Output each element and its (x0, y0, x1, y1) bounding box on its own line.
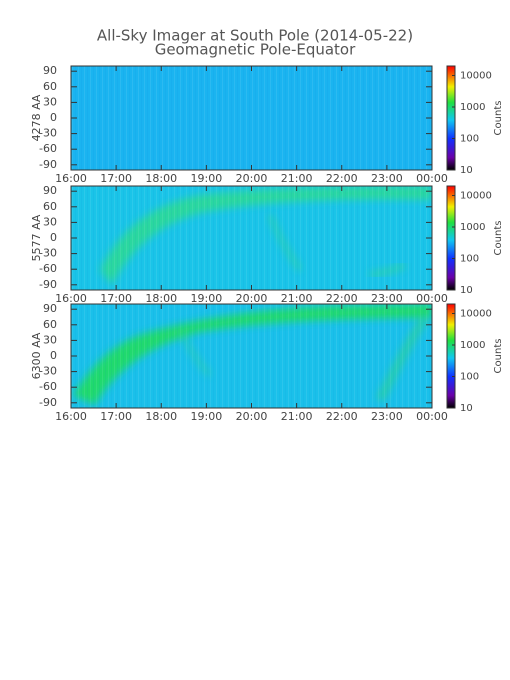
colorbar-tick-label: 10 (460, 285, 473, 296)
colorbar-label: Counts (493, 101, 504, 136)
colorbar-tick-label: 10000 (460, 70, 492, 81)
y-tick-label: -90 (39, 158, 57, 171)
y-tick-label: -60 (39, 262, 57, 275)
x-tick-label: 19:00 (191, 292, 223, 305)
colorbar-tick-label: 1000 (460, 102, 485, 113)
title: All-Sky Imager at South Pole (2014-05-22… (97, 27, 413, 45)
x-tick-label: 21:00 (281, 410, 313, 423)
y-tick-label: 90 (43, 184, 57, 197)
y-tick-label: 30 (43, 333, 57, 346)
x-tick-label: 22:00 (326, 172, 358, 185)
y-tick-label: 60 (43, 80, 57, 93)
x-tick-label: 17:00 (100, 410, 132, 423)
colorbar-tick-label: 10 (460, 165, 473, 176)
colorbar-label: Counts (493, 339, 504, 374)
x-tick-label: 20:00 (236, 410, 268, 423)
x-tick-label: 00:00 (416, 172, 448, 185)
x-tick-label: 19:00 (191, 410, 223, 423)
y-tick-label: 60 (43, 318, 57, 331)
colorbar-tick-label: 1000 (460, 340, 485, 351)
colorbar-tick-label: 1000 (460, 222, 485, 233)
colorbar-tick-label: 100 (460, 371, 479, 382)
x-tick-label: 16:00 (55, 292, 87, 305)
colorbar (446, 65, 456, 171)
y-tick-label: 60 (43, 200, 57, 213)
y-tick-label: 0 (50, 231, 57, 244)
x-tick-label: 23:00 (371, 292, 403, 305)
y-tick-label: -30 (39, 247, 57, 260)
x-tick-label: 16:00 (55, 410, 87, 423)
y-tick-label: 90 (43, 64, 57, 77)
colorbar (446, 185, 456, 291)
x-tick-label: 17:00 (100, 172, 132, 185)
x-tick-label: 22:00 (326, 410, 358, 423)
x-tick-label: 00:00 (416, 292, 448, 305)
x-tick-label: 16:00 (55, 172, 87, 185)
x-tick-label: 19:00 (191, 172, 223, 185)
colorbar (446, 303, 456, 409)
y-axis-label: 4278 AA (30, 94, 43, 141)
x-tick-label: 18:00 (145, 292, 177, 305)
y-tick-label: -90 (39, 396, 57, 409)
x-tick-label: 21:00 (281, 172, 313, 185)
subtitle: Geomagnetic Pole-Equator (155, 41, 356, 59)
x-tick-label: 17:00 (100, 292, 132, 305)
x-tick-label: 18:00 (145, 172, 177, 185)
x-tick-label: 23:00 (371, 172, 403, 185)
colorbar-tick-label: 10000 (460, 308, 492, 319)
x-tick-label: 00:00 (416, 410, 448, 423)
x-tick-label: 21:00 (281, 292, 313, 305)
y-tick-label: -30 (39, 127, 57, 140)
y-tick-label: -60 (39, 380, 57, 393)
y-tick-label: 90 (43, 302, 57, 315)
x-tick-label: 23:00 (371, 410, 403, 423)
colorbar-tick-label: 10000 (460, 190, 492, 201)
colorbar-tick-label: 100 (460, 253, 479, 264)
y-axis-label: 6300 AA (30, 332, 43, 379)
colorbar-tick-label: 100 (460, 133, 479, 144)
x-tick-label: 18:00 (145, 410, 177, 423)
x-tick-label: 20:00 (236, 172, 268, 185)
y-tick-label: 0 (50, 349, 57, 362)
x-tick-label: 22:00 (326, 292, 358, 305)
y-axis-label: 5577 AA (30, 214, 43, 261)
colorbar-label: Counts (493, 221, 504, 256)
y-tick-label: -30 (39, 365, 57, 378)
y-tick-label: 0 (50, 111, 57, 124)
y-tick-label: 30 (43, 215, 57, 228)
keogram-image (71, 66, 432, 408)
y-tick-label: 30 (43, 95, 57, 108)
y-tick-label: -90 (39, 278, 57, 291)
colorbar-tick-label: 10 (460, 403, 473, 414)
y-tick-label: -60 (39, 142, 57, 155)
x-tick-label: 20:00 (236, 292, 268, 305)
